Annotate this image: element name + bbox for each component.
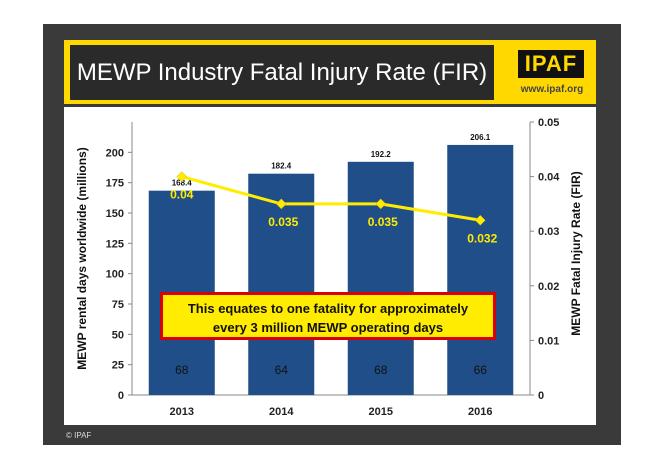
y2-axis-title: MEWP Fatal Injury Rate (FIR) bbox=[569, 171, 583, 335]
title-box bbox=[70, 45, 494, 100]
bar-inner-label: 64 bbox=[275, 363, 289, 377]
bar bbox=[447, 144, 514, 395]
bar-inner-label: 68 bbox=[175, 363, 189, 377]
bar-inner-label: 66 bbox=[474, 363, 488, 377]
y-tick-label: 150 bbox=[106, 208, 124, 220]
rate-point bbox=[375, 198, 387, 210]
callout-box: This equates to one fatality for approxi… bbox=[160, 292, 496, 340]
bar-value-label: 206.1 bbox=[470, 133, 491, 142]
x-tick-label: 2014 bbox=[269, 406, 294, 418]
ipaf-logo: IPAF bbox=[518, 50, 584, 78]
y-axis-title: MEWP rental days worldwide (millions) bbox=[75, 147, 89, 369]
y-tick-label: 50 bbox=[112, 329, 124, 341]
y-tick-label: 100 bbox=[106, 269, 124, 281]
x-tick-label: 2016 bbox=[468, 406, 492, 418]
rate-line bbox=[181, 175, 481, 222]
rate-value-label: 0.035 bbox=[368, 215, 398, 229]
x-tick-label: 2015 bbox=[369, 406, 393, 418]
callout-line-1: This equates to one fatality for approxi… bbox=[187, 301, 469, 316]
y-tick-label: 75 bbox=[112, 299, 124, 311]
y-tick-label: 175 bbox=[106, 178, 124, 190]
bar-inner-label: 68 bbox=[374, 363, 388, 377]
ipaf-url: www.ipaf.org bbox=[520, 84, 584, 95]
bar bbox=[248, 173, 315, 395]
bar bbox=[347, 161, 414, 395]
y2-tick-label: 0.03 bbox=[538, 226, 559, 238]
rate-value-label: 0.032 bbox=[467, 231, 497, 245]
y2-tick-label: 0 bbox=[538, 390, 544, 402]
rate-point bbox=[275, 198, 287, 210]
rate-value-label: 0.04 bbox=[170, 188, 194, 202]
y-tick-label: 200 bbox=[106, 147, 124, 159]
y2-tick-label: 0.01 bbox=[538, 335, 559, 347]
callout-line-2: every 3 million MEWP operating days bbox=[212, 320, 444, 335]
bar-value-label: 168.4 bbox=[172, 179, 193, 188]
x-tick-label: 2013 bbox=[170, 406, 194, 418]
rate-point bbox=[176, 171, 188, 182]
y2-tick-label: 0.04 bbox=[538, 172, 560, 184]
copyright: © IPAF bbox=[66, 431, 92, 440]
bar-value-label: 182.4 bbox=[271, 162, 292, 171]
y-tick-label: 0 bbox=[118, 390, 124, 402]
y-tick-label: 125 bbox=[106, 238, 124, 250]
y2-tick-label: 0.05 bbox=[538, 117, 559, 129]
y-tick-label: 25 bbox=[112, 360, 124, 372]
y2-tick-label: 0.02 bbox=[538, 281, 559, 293]
rate-value-label: 0.035 bbox=[268, 215, 298, 229]
bar-value-label: 192.2 bbox=[371, 150, 392, 159]
page-title: MEWP Industry Fatal Injury Rate (FIR) bbox=[76, 59, 488, 86]
rate-point bbox=[474, 214, 486, 226]
